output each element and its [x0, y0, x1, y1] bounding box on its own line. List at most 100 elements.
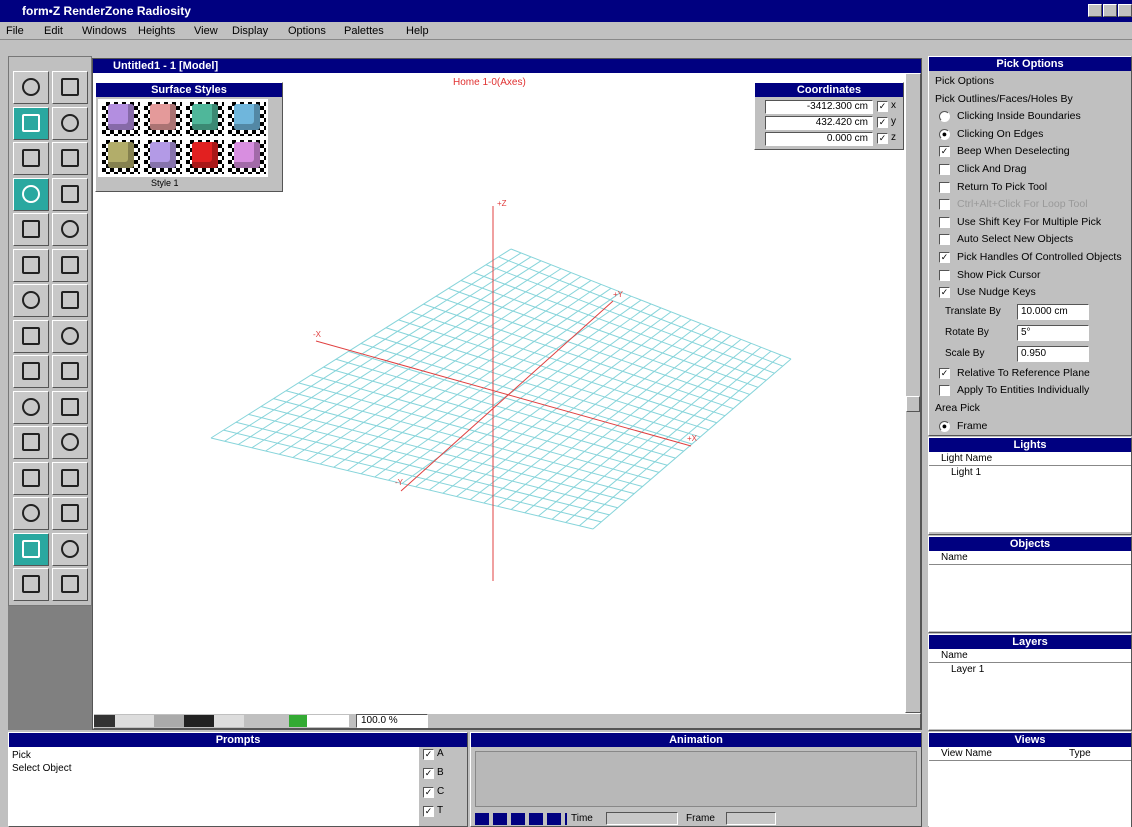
option-text: Auto Select New Objects: [957, 233, 1074, 246]
check-box[interactable]: [939, 164, 950, 175]
tool-button[interactable]: [52, 319, 88, 353]
tool-button[interactable]: [52, 284, 88, 317]
tool-button[interactable]: [52, 106, 88, 140]
grid-line: [524, 338, 742, 514]
tool-icon: [61, 575, 79, 593]
check-box[interactable]: [939, 385, 950, 397]
grid-line: [265, 264, 552, 452]
tool-button[interactable]: [52, 568, 88, 601]
check-box[interactable]: [939, 216, 950, 228]
panel-title: Prompts: [9, 733, 467, 747]
style-swatch[interactable]: [228, 102, 266, 136]
status-bar: 100.0 %: [93, 713, 921, 729]
grid-line: [360, 291, 622, 475]
transport-buttons[interactable]: [475, 813, 567, 825]
tool-button[interactable]: [52, 71, 88, 104]
axis-line: [400, 300, 614, 492]
tool-button[interactable]: [13, 390, 49, 424]
tool-icon: [22, 433, 40, 451]
grid-line: [565, 350, 772, 523]
check-box[interactable]: [939, 181, 950, 193]
tool-button[interactable]: [13, 497, 49, 530]
tool-button[interactable]: [13, 319, 49, 353]
close[interactable]: [1118, 4, 1132, 17]
view-label: Home 1-0(Axes): [453, 77, 526, 88]
menu-item[interactable]: Palettes: [344, 25, 384, 37]
style-swatch[interactable]: [186, 102, 224, 136]
tool-button[interactable]: [52, 355, 88, 388]
tool-button[interactable]: [52, 390, 88, 424]
menu-item[interactable]: View: [194, 25, 218, 37]
style-swatch[interactable]: [144, 140, 182, 174]
tool-button[interactable]: [13, 532, 49, 566]
menu-item[interactable]: Windows: [82, 25, 127, 37]
option-text: Return To Pick Tool: [957, 180, 1048, 193]
tool-button[interactable]: [52, 461, 88, 495]
tool-button[interactable]: [13, 568, 49, 601]
radio-box[interactable]: ●: [939, 420, 950, 432]
option-text: Click And Drag: [957, 163, 1027, 175]
prompts-panel: Prompts Pick Select Object ✓ A ✓ B ✓ C ✓ T: [8, 732, 468, 827]
menu-item[interactable]: Heights: [138, 25, 176, 37]
check-box[interactable]: [939, 269, 950, 281]
tool-button[interactable]: [52, 142, 88, 175]
menu-item[interactable]: File: [6, 25, 24, 37]
field-input[interactable]: 0.950: [1017, 345, 1089, 362]
tool-icon: [22, 539, 40, 558]
tool-button[interactable]: [13, 177, 49, 211]
check-box[interactable]: [939, 234, 950, 246]
field-input[interactable]: 5°: [1017, 324, 1089, 341]
tool-button[interactable]: [52, 177, 88, 211]
check-box[interactable]: ✓: [939, 146, 950, 158]
menu-item[interactable]: Options: [288, 25, 326, 37]
list-body: Name Layer 1: [929, 649, 1131, 729]
tool-button[interactable]: [13, 106, 49, 140]
style-swatch[interactable]: [102, 102, 140, 136]
coord-check: ✓: [877, 117, 888, 128]
tool-button[interactable]: [52, 532, 88, 566]
option-text: Frame: [957, 419, 988, 432]
minimize[interactable]: [1088, 4, 1102, 17]
grid-line: [510, 335, 732, 510]
tool-icon: [61, 220, 79, 238]
list-body: Name: [929, 551, 1131, 631]
maximize[interactable]: [1103, 4, 1117, 17]
style-swatch[interactable]: [228, 140, 266, 174]
v-scrollbar[interactable]: [905, 73, 921, 713]
tool-button[interactable]: [13, 248, 49, 282]
zoom-field[interactable]: 100.0 %: [356, 714, 428, 728]
tool-button[interactable]: [13, 426, 49, 459]
tool-button[interactable]: [13, 213, 49, 246]
check-box[interactable]: [939, 199, 950, 211]
axis-label: +Y: [613, 290, 624, 299]
style-swatch[interactable]: [144, 102, 182, 136]
tool-button[interactable]: [13, 71, 49, 104]
tool-button[interactable]: [13, 461, 49, 495]
tool-button[interactable]: [52, 426, 88, 459]
tool-button[interactable]: [52, 248, 88, 282]
viewport-svg: +Z +Y -X +X -Y: [210, 199, 792, 581]
tool-button[interactable]: [52, 213, 88, 246]
tool-button[interactable]: [13, 142, 49, 175]
tool-icon: [61, 291, 79, 309]
list-header: Light Name: [941, 453, 993, 464]
check-box[interactable]: ✓: [939, 252, 950, 263]
check-box[interactable]: ✓: [939, 367, 950, 379]
menu-item[interactable]: Display: [232, 25, 269, 37]
tool-button[interactable]: [52, 497, 88, 530]
style-swatch[interactable]: [186, 140, 224, 174]
menu-item[interactable]: Edit: [44, 25, 63, 37]
radio-box[interactable]: [939, 111, 950, 123]
menu-item[interactable]: Help: [406, 25, 429, 37]
field-input[interactable]: 10.000 cm: [1017, 303, 1089, 320]
radio-box[interactable]: ●: [939, 128, 950, 140]
check-box[interactable]: ✓: [939, 287, 950, 299]
toolbox: [8, 56, 92, 606]
tool-icon: [61, 184, 79, 203]
swatch-cube: [108, 142, 134, 168]
palette-title: Coordinates: [755, 83, 903, 97]
style-swatch[interactable]: [102, 140, 140, 174]
tool-button[interactable]: [13, 355, 49, 388]
tool-button[interactable]: [13, 284, 49, 317]
